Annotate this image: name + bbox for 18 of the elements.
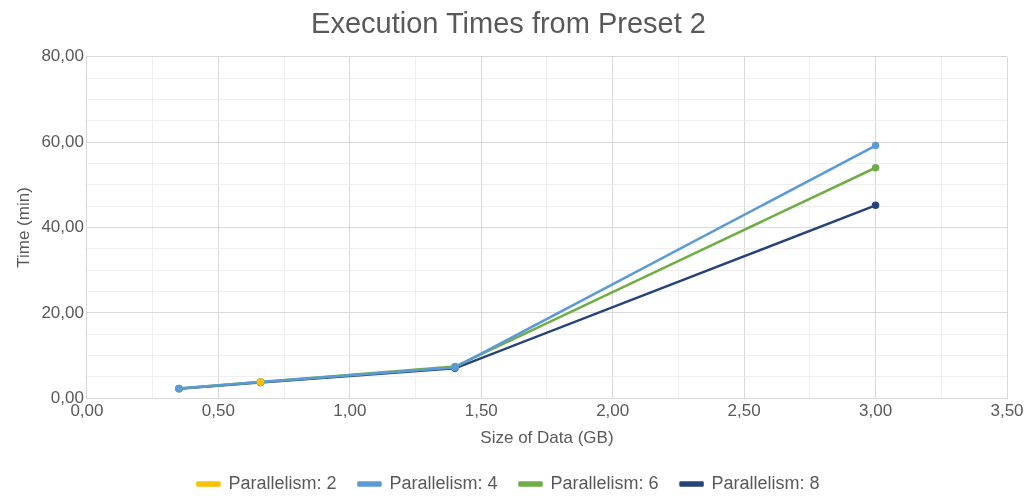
legend-label: Parallelism: 6	[550, 472, 659, 493]
x-tick-label: 3,50	[990, 401, 1024, 421]
y-tick-label: 60,00	[41, 131, 84, 151]
x-tick-label: 3,00	[859, 401, 893, 421]
x-tick-label: 2,00	[596, 401, 630, 421]
chart-title: Execution Times from Preset 2	[311, 7, 706, 40]
y-tick-label: 40,00	[41, 217, 84, 237]
legend-label: Parallelism: 2	[228, 472, 337, 493]
x-tick-label: 1,50	[464, 401, 498, 421]
legend-label: Parallelism: 4	[389, 472, 498, 493]
x-tick-label: 0,50	[201, 401, 235, 421]
x-tick-label: 1,00	[333, 401, 367, 421]
y-tick-label: 80,00	[41, 46, 84, 66]
y-axis-title: Time (min)	[13, 187, 33, 268]
y-tick-label: 20,00	[41, 302, 84, 322]
x-tick-label: 2,50	[727, 401, 761, 421]
legend-label: Parallelism: 8	[711, 472, 820, 493]
x-axis-title: Size of Data (GB)	[480, 428, 614, 448]
